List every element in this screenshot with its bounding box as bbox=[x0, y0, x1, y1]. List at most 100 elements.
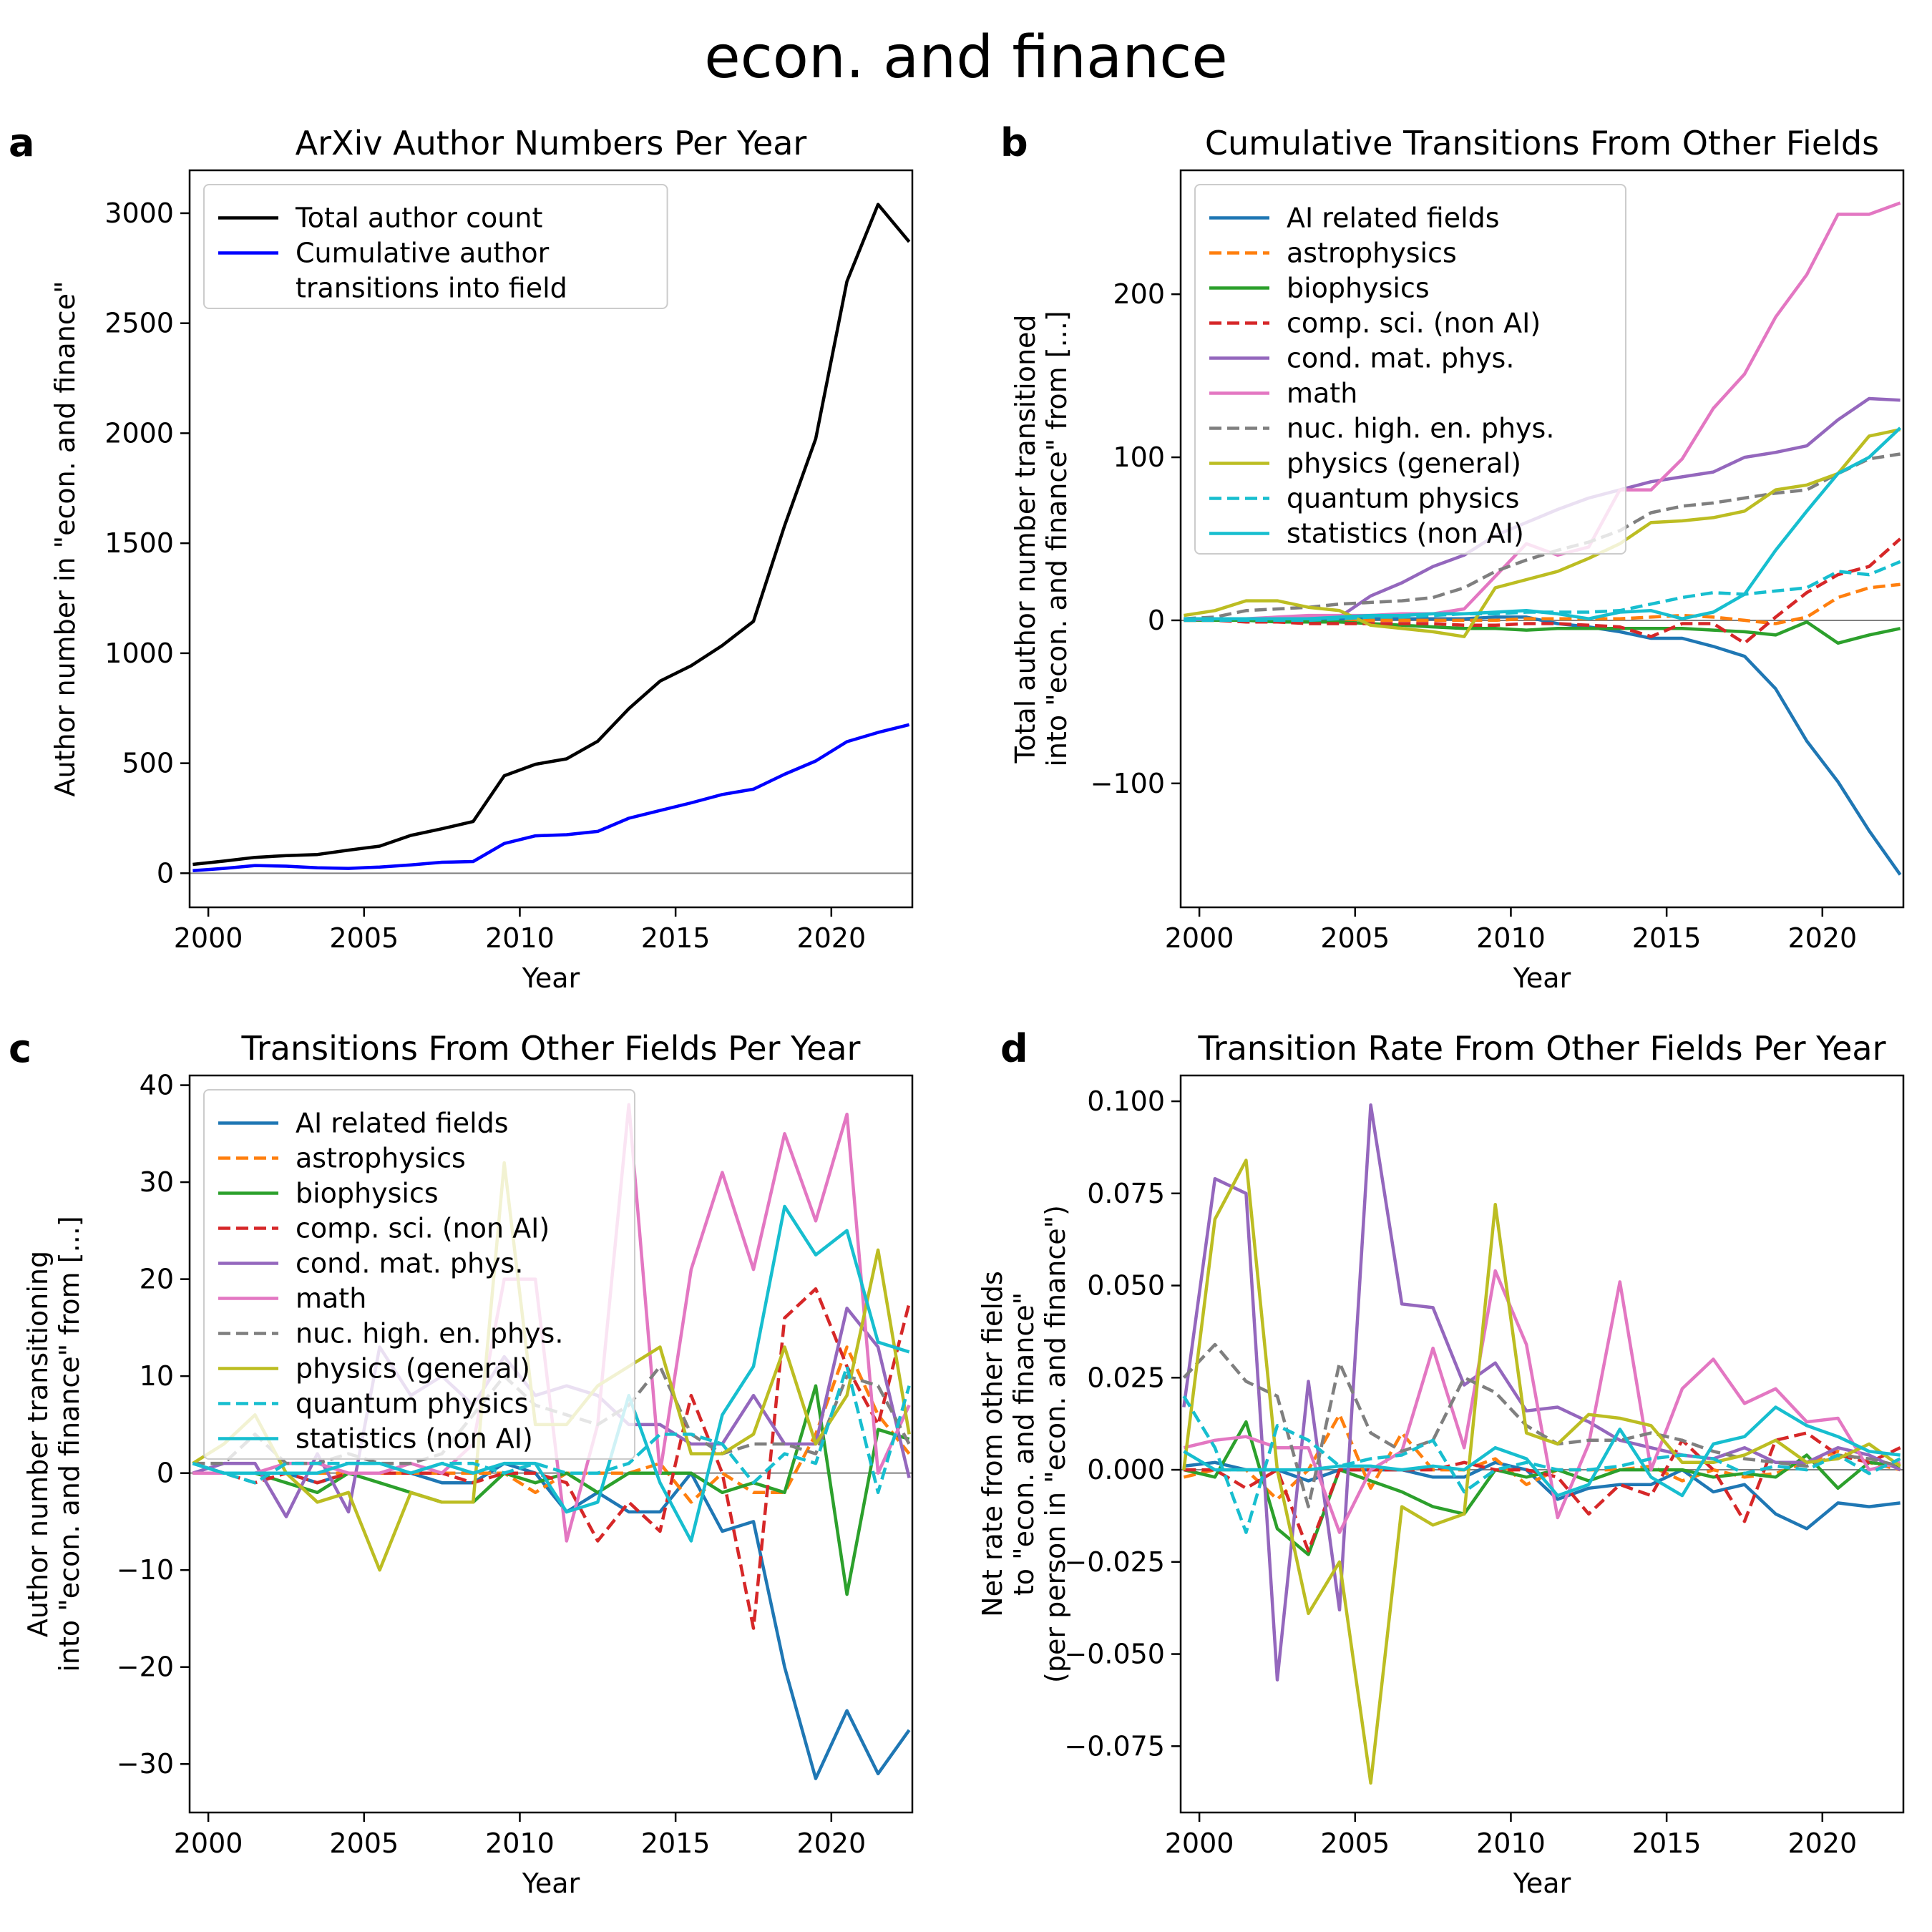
series-line-9 bbox=[192, 1204, 910, 1543]
x-tick-label: 2000 bbox=[174, 922, 243, 954]
x-tick-label: 2015 bbox=[641, 922, 711, 954]
x-tick-label: 2010 bbox=[1476, 922, 1546, 954]
legend-entry-label: physics (general) bbox=[1287, 448, 1521, 479]
panel-label-b: b bbox=[1000, 120, 1028, 165]
y-axis-label-line: (per person in "econ. and finance") bbox=[1040, 1205, 1071, 1683]
y-tick-label: 40 bbox=[140, 1070, 174, 1101]
series-line-6 bbox=[1184, 452, 1901, 620]
y-tick-label: −0.025 bbox=[1064, 1546, 1165, 1578]
legend-frame bbox=[1194, 184, 1626, 555]
x-axis-label: Year bbox=[522, 962, 580, 994]
x-tick-label: 2010 bbox=[485, 1828, 555, 1859]
legend-entry-label: AI related fields bbox=[296, 1108, 509, 1139]
legend-entry-label: biophysics bbox=[296, 1178, 439, 1209]
legend-entry-label: comp. sci. (non AI) bbox=[1287, 308, 1541, 339]
x-tick-label: 2005 bbox=[329, 922, 399, 954]
panel-c: 2000 2005 2010 2015 2020 −30 −20 −10 0 10 20 30 40 Tr… bbox=[22, 1029, 914, 1899]
legend-frame bbox=[203, 1089, 635, 1460]
y-tick-label: 0 bbox=[157, 857, 174, 889]
panel-label-c: c bbox=[9, 1026, 31, 1071]
legend-entry-label: AI related fields bbox=[1287, 203, 1500, 234]
x-tick-label: 2020 bbox=[796, 1828, 866, 1859]
y-tick-label: 1500 bbox=[104, 527, 174, 559]
chart-title: Transition Rate From Other Fields Per Ye… bbox=[1197, 1029, 1885, 1068]
legend-entry-label: astrophysics bbox=[296, 1143, 466, 1174]
series-line-9 bbox=[1183, 1405, 1901, 1498]
series-line-0 bbox=[192, 203, 911, 867]
axes-frame bbox=[188, 1074, 914, 1814]
y-axis-label-line: into "econ. and finance" from [...] bbox=[54, 1216, 85, 1672]
y-axis-label: Net rate from other fields to "econ. and … bbox=[977, 1205, 1071, 1683]
series-line-3 bbox=[192, 1287, 911, 1630]
x-tick-label: 2000 bbox=[1165, 922, 1234, 954]
x-axis-label: Year bbox=[522, 1868, 580, 1899]
y-tick-label: 10 bbox=[140, 1360, 174, 1392]
y-tick-label: 100 bbox=[1113, 441, 1165, 473]
legend-entry-label: quantum physics bbox=[1287, 483, 1519, 514]
y-tick-label: −0.050 bbox=[1064, 1639, 1165, 1670]
legend-entry-label: nuc. high. en. phys. bbox=[1287, 413, 1554, 444]
series-line-2 bbox=[1183, 1420, 1901, 1556]
y-axis-label: Author number transitioning into "econ. a… bbox=[22, 1216, 85, 1672]
series-line-0 bbox=[1184, 1460, 1901, 1531]
chart-title: Transitions From Other Fields Per Year bbox=[241, 1029, 861, 1068]
y-tick-label: −30 bbox=[117, 1748, 174, 1780]
chart-title: Cumulative Transitions From Other Fields bbox=[1205, 124, 1879, 162]
y-axis-label-line: Author number in "econ. and finance" bbox=[49, 280, 81, 796]
y-axis-label-line: to "econ. and finance" bbox=[1008, 1292, 1040, 1596]
x-tick-label: 2020 bbox=[1787, 922, 1857, 954]
y-axis-label-line: Net rate from other fields bbox=[977, 1271, 1008, 1617]
y-tick-label: 500 bbox=[122, 748, 174, 779]
y-tick-label: 20 bbox=[140, 1264, 174, 1295]
y-axis-label: Author number in "econ. and finance" bbox=[49, 280, 81, 796]
panel-label-a: a bbox=[9, 120, 34, 165]
legend: AI related fields astrophysics biophysics c… bbox=[1194, 184, 1626, 555]
x-tick-label: 2000 bbox=[1165, 1828, 1234, 1859]
legend-entry-label: Cumulative author bbox=[296, 238, 550, 269]
y-tick-label: 0 bbox=[1148, 605, 1165, 636]
legend-entry-label: biophysics bbox=[1287, 273, 1430, 304]
x-axis-label: Year bbox=[1513, 962, 1571, 994]
series-line-1 bbox=[192, 723, 910, 872]
axes-frame bbox=[1179, 169, 1905, 909]
y-axis-label: Total author number transitioned into "ec… bbox=[1010, 311, 1073, 766]
y-axis-label-line: Total author number transitioned bbox=[1010, 314, 1041, 763]
legend-entry-label: math bbox=[1287, 378, 1357, 409]
legend-entry-label: cond. mat. phys. bbox=[296, 1248, 523, 1279]
y-tick-label: 0.075 bbox=[1087, 1178, 1165, 1209]
legend-entry-label: quantum physics bbox=[296, 1388, 528, 1420]
x-tick-label: 2015 bbox=[1632, 922, 1702, 954]
x-tick-label: 2005 bbox=[1320, 922, 1390, 954]
y-tick-label: −100 bbox=[1091, 768, 1165, 799]
series-line-8 bbox=[1182, 1395, 1901, 1534]
legend: AI related fields astrophysics biophysics c… bbox=[203, 1089, 635, 1460]
series-line-5 bbox=[1183, 1269, 1901, 1534]
legend-entry-label: comp. sci. (non AI) bbox=[296, 1213, 550, 1244]
legend-entry-label: physics (general) bbox=[296, 1353, 530, 1385]
legend-entry-label: math bbox=[296, 1283, 366, 1314]
x-tick-label: 2010 bbox=[1476, 1828, 1546, 1859]
x-tick-label: 2005 bbox=[1320, 1828, 1390, 1859]
series-line-3 bbox=[1184, 1431, 1901, 1553]
legend-entry-label: Total author count bbox=[295, 203, 542, 234]
y-tick-label: −10 bbox=[117, 1554, 174, 1586]
series-line-7 bbox=[1184, 428, 1901, 638]
axes-frame bbox=[188, 169, 914, 909]
legend-entry-label: statistics (non AI) bbox=[1287, 518, 1524, 550]
series-line-6 bbox=[1182, 1342, 1901, 1508]
legend-entry-label: transitions into field bbox=[296, 273, 567, 304]
panel-a: 2000 2005 2010 2015 2020 0 500 1000 1500 2000 2500… bbox=[49, 124, 914, 994]
x-tick-label: 2015 bbox=[1632, 1828, 1702, 1859]
y-tick-label: 2000 bbox=[104, 417, 174, 449]
x-axis-label: Year bbox=[1513, 1868, 1571, 1899]
legend-entry-label: cond. mat. phys. bbox=[1287, 343, 1514, 374]
y-tick-label: 0.000 bbox=[1087, 1454, 1165, 1485]
panel-b: 2000 2005 2010 2015 2020 −100 0 100 200 Cumulativ… bbox=[1010, 124, 1905, 994]
y-tick-label: −0.075 bbox=[1064, 1730, 1165, 1762]
x-tick-label: 2005 bbox=[329, 1828, 399, 1859]
x-tick-label: 2020 bbox=[796, 922, 866, 954]
y-tick-label: 0.025 bbox=[1087, 1362, 1165, 1393]
y-tick-label: 200 bbox=[1113, 278, 1165, 310]
y-tick-label: 0.050 bbox=[1087, 1270, 1165, 1302]
